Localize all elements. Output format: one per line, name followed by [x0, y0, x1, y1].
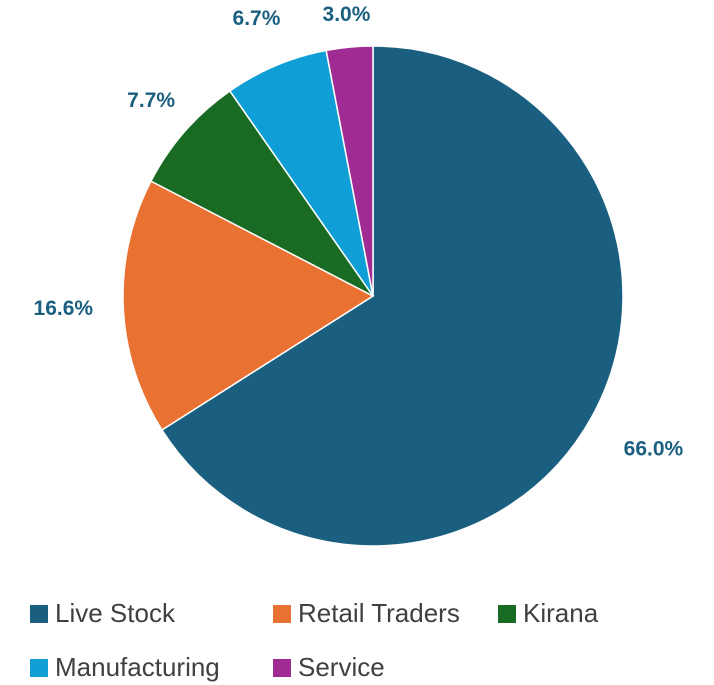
legend-swatch — [273, 659, 291, 677]
legend-swatch — [30, 659, 48, 677]
pie-slice — [122, 180, 375, 431]
pie-slice — [325, 45, 374, 297]
legend-label: Live Stock — [55, 598, 176, 628]
data-label: 3.0% — [323, 3, 371, 26]
legend-swatch — [30, 605, 48, 623]
data-label: 7.7% — [127, 89, 175, 112]
legend-label: Retail Traders — [298, 598, 460, 628]
data-label: 16.6% — [34, 297, 94, 320]
legend-label: Manufacturing — [55, 652, 220, 682]
data-label: 6.7% — [233, 7, 281, 30]
legend-label: Service — [298, 652, 385, 682]
legend-swatch — [273, 605, 291, 623]
data-label: 66.0% — [624, 438, 684, 461]
pie-slice — [160, 45, 624, 547]
legend-label: Kirana — [523, 598, 599, 628]
pie-slice — [149, 89, 374, 297]
legend-swatch — [498, 605, 516, 623]
